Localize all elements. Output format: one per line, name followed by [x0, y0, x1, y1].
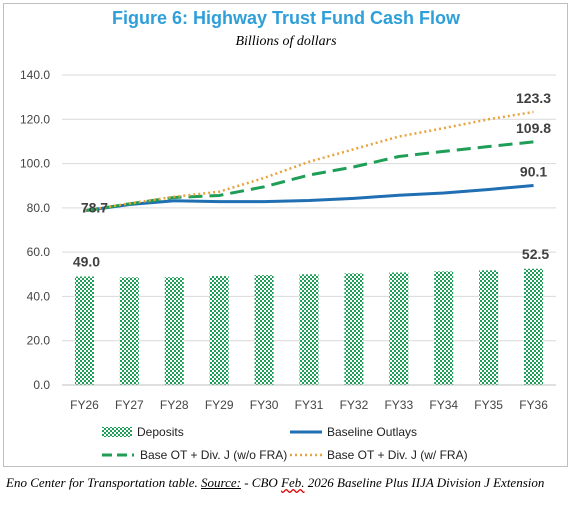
y-tick-label: 60.0 — [27, 245, 51, 259]
legend-swatches — [102, 427, 322, 457]
bar-deposits — [74, 276, 94, 385]
source-feb: Feb. — [281, 475, 305, 490]
bar-deposits — [479, 270, 499, 385]
x-tick-label: FY32 — [340, 398, 369, 412]
data-label: 78.7 — [81, 200, 108, 216]
data-label: 49.0 — [73, 254, 100, 270]
chart-title: Figure 6: Highway Trust Fund Cash Flow — [111, 8, 461, 28]
y-tick-label: 0.0 — [33, 378, 50, 392]
bar-deposits — [254, 275, 274, 385]
source-note: Eno Center for Transportation table. Sou… — [6, 475, 566, 491]
bar-deposits — [164, 277, 184, 385]
legend-label-wofra: Base OT + Div. J (w/o FRA) — [140, 448, 288, 462]
x-tick-label: FY31 — [295, 398, 324, 412]
x-tick-label: FY35 — [474, 398, 503, 412]
bar-deposits — [119, 277, 139, 385]
x-tick-label: FY36 — [519, 398, 548, 412]
bar-deposits — [299, 274, 319, 385]
x-tick-label: FY26 — [70, 398, 99, 412]
bar-deposits — [209, 276, 229, 385]
bar-deposits — [344, 273, 364, 385]
bar-deposits — [389, 272, 409, 385]
x-tick-label: FY27 — [115, 398, 144, 412]
chart-plot: 78.7 49.0 52.5 90.1 109.8 123.3 0.0 20.0 40.0 60… — [20, 68, 556, 412]
data-label: 90.1 — [520, 163, 547, 179]
y-tick-label: 80.0 — [27, 201, 51, 215]
data-label: 123.3 — [516, 90, 551, 106]
source-dash: - CBO — [240, 475, 282, 490]
legend-label-deposits: Deposits — [137, 425, 184, 439]
data-label: 109.8 — [516, 120, 551, 136]
data-label: 52.5 — [522, 246, 549, 262]
bar-deposits — [434, 271, 454, 385]
y-tick-label: 100.0 — [20, 157, 50, 171]
x-tick-label: FY34 — [429, 398, 458, 412]
chart-subtitle: Billions of dollars — [235, 34, 337, 49]
source-label: Source: — [201, 475, 241, 490]
y-tick-label: 140.0 — [20, 68, 50, 82]
source-lead: Eno Center for Transportation table. — [6, 475, 202, 490]
series-line-1 — [84, 183, 534, 213]
x-tick-label: FY30 — [250, 398, 279, 412]
bar-deposits — [524, 268, 544, 385]
legend-label-baseline: Baseline Outlays — [327, 425, 418, 439]
x-tick-label: FY28 — [160, 398, 189, 412]
series-line-3 — [84, 110, 534, 212]
chart-frame — [3, 3, 568, 467]
x-tick-label: FY33 — [384, 398, 413, 412]
legend-label-wfra: Base OT + Div. J (w/ FRA) — [327, 448, 468, 462]
y-tick-label: 20.0 — [27, 334, 51, 348]
y-tick-label: 40.0 — [27, 289, 51, 303]
y-tick-label: 120.0 — [20, 112, 50, 126]
source-rest: 2026 Baseline Plus IIJA Division J Exten… — [304, 475, 545, 490]
x-tick-label: FY29 — [205, 398, 234, 412]
legend-swatch-deposits — [102, 427, 132, 437]
